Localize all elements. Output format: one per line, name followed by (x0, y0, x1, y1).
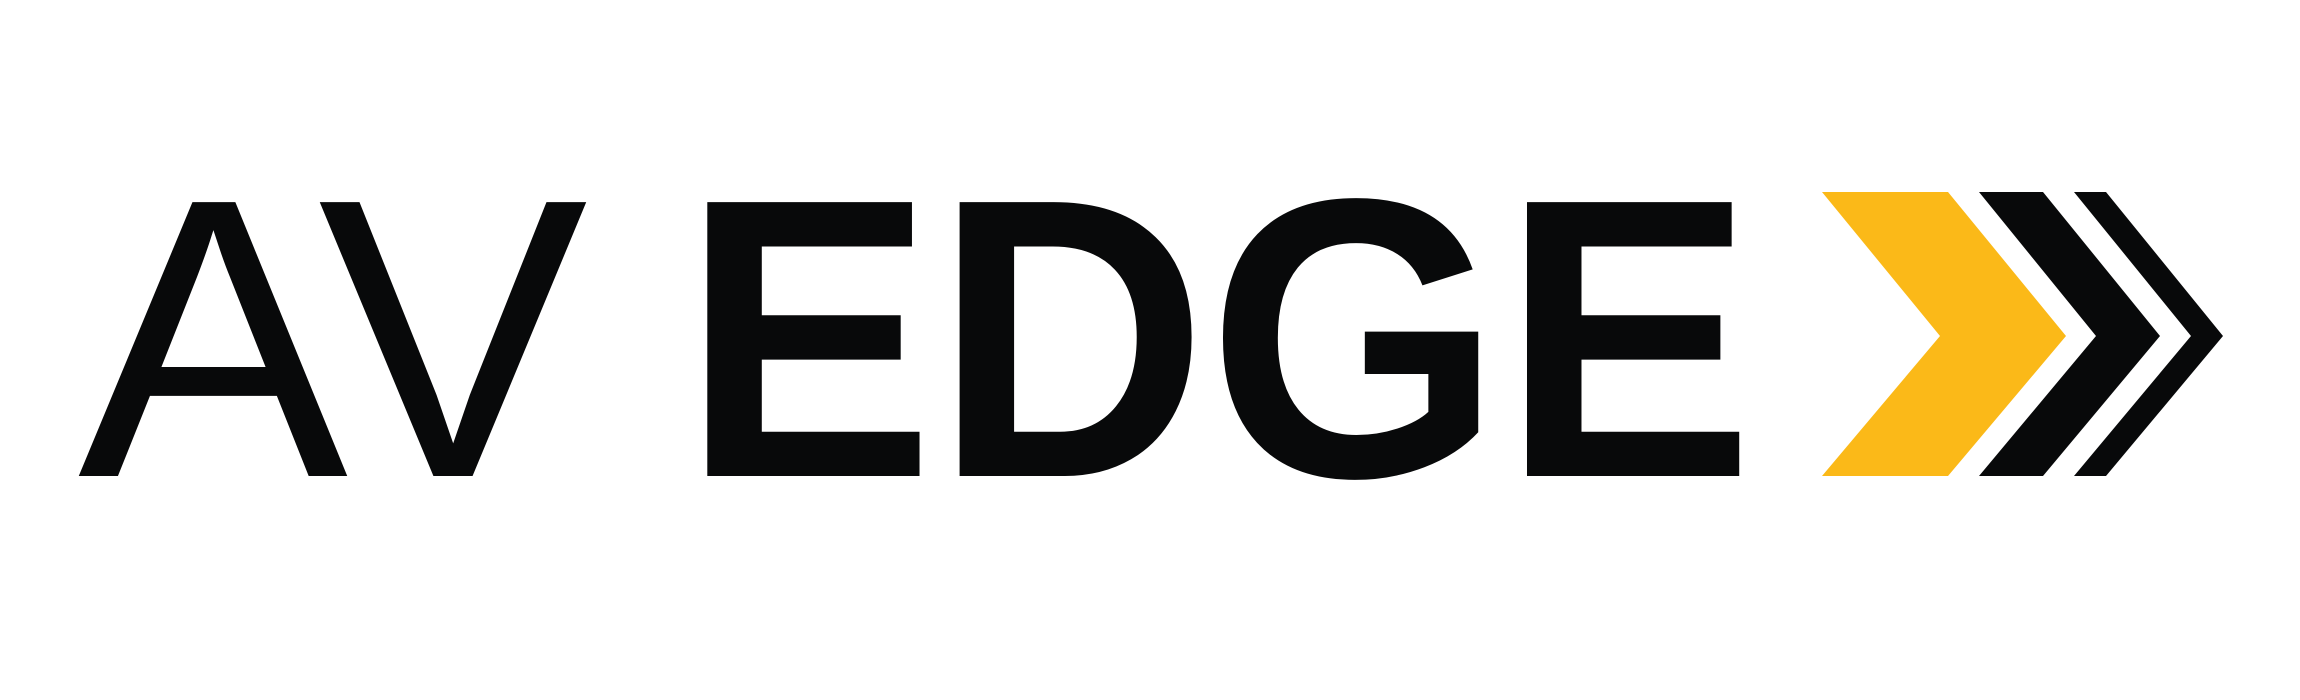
chevron-right-icon (1822, 192, 2066, 476)
logo-main-text: EDGE (682, 117, 1754, 561)
logo-chevrons (1822, 192, 2223, 476)
chevron-right-icon (2074, 192, 2223, 476)
logo-wordmark: AV EDGE (78, 117, 1754, 561)
chevron-right-icon (1979, 192, 2160, 476)
logo-prefix-text: AV (78, 117, 590, 561)
